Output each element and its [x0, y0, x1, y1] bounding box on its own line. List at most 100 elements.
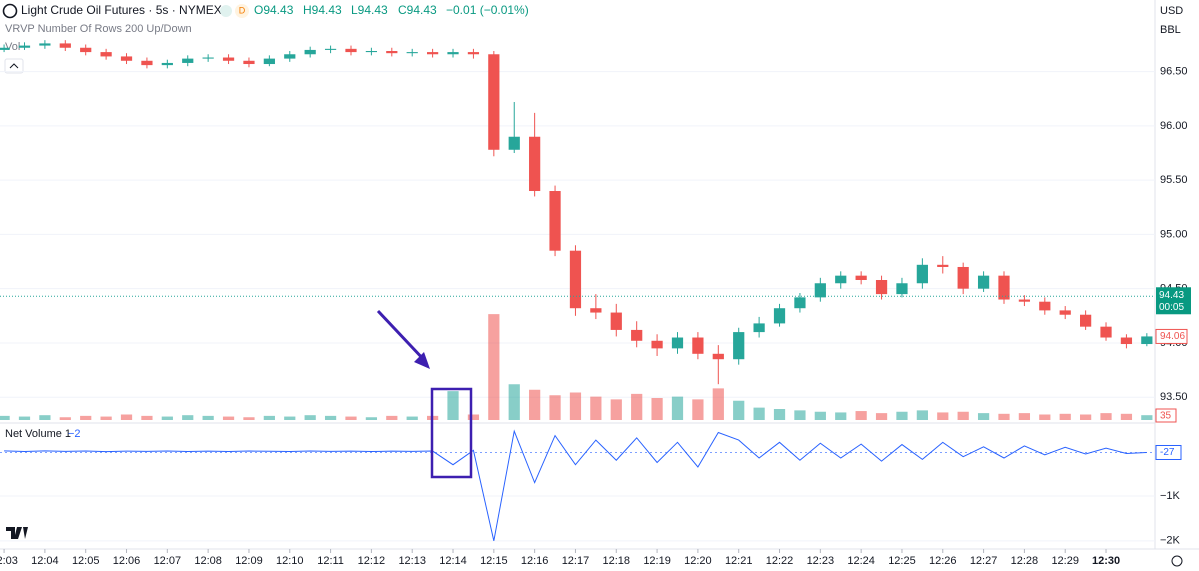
candle-body	[937, 264, 949, 267]
candle-body	[263, 58, 275, 65]
volume-bar	[916, 410, 928, 420]
collapse-button[interactable]	[4, 58, 24, 74]
volume-bar	[1100, 413, 1112, 420]
candle-body	[488, 54, 500, 150]
volume-bar	[631, 393, 643, 420]
currency[interactable]: USD	[1160, 5, 1183, 17]
x-tick-label: 12:30	[1092, 555, 1120, 567]
x-tick-label: 12:29	[1051, 555, 1079, 567]
candle-body	[386, 51, 398, 54]
volume-value-label: 35	[1160, 411, 1172, 422]
volume-bar	[692, 399, 704, 420]
volume-bar	[80, 415, 92, 420]
price-label-box	[1156, 287, 1191, 315]
candle-body	[529, 136, 541, 192]
volume-bar	[222, 416, 235, 420]
volume-bar	[263, 415, 275, 420]
market-status[interactable]	[220, 5, 232, 17]
x-tick-label: 12:26	[929, 555, 957, 567]
x-tick-label: 12:03	[0, 555, 18, 567]
volume-bar	[835, 412, 847, 420]
volume-bar	[549, 395, 561, 420]
x-tick-label: 12:18	[603, 555, 631, 567]
volume-bar	[18, 416, 31, 420]
x-tick-label: 12:27	[970, 555, 998, 567]
candle-body	[222, 57, 235, 61]
net-volume-line	[4, 429, 1147, 541]
volume-bar	[39, 415, 51, 420]
x-tick-label: 12:09	[235, 555, 263, 567]
annotation-box	[430, 387, 473, 479]
x-tick-label: 12:23	[807, 555, 835, 567]
ohlc-open: O94.43	[254, 3, 294, 17]
settings-icon[interactable]	[1171, 555, 1183, 567]
y-tick-label: 95.50	[1160, 174, 1188, 186]
candle-body	[671, 337, 684, 349]
candle-body	[957, 266, 969, 289]
net-volume-title[interactable]: Net Volume 1	[5, 428, 71, 440]
volume-bar	[1018, 413, 1031, 420]
volume-bar	[875, 413, 888, 420]
ohlc-high: H94.43	[303, 3, 342, 17]
indicator-label[interactable]: VRVP Number Of Rows 200 Up/Down	[5, 23, 192, 35]
candle-body	[141, 60, 153, 66]
candle-body	[406, 52, 418, 54]
candle-body	[651, 340, 663, 349]
x-tick-label: 12:28	[1011, 555, 1039, 567]
candle-body	[182, 58, 194, 63]
candle-body	[896, 283, 908, 295]
candle-body	[569, 250, 582, 309]
session-badge[interactable]	[235, 4, 249, 18]
unit[interactable]: BBL	[1160, 24, 1181, 36]
candle-body	[855, 275, 867, 280]
x-tick-label: 12:05	[72, 555, 100, 567]
volume-bar	[161, 416, 173, 420]
candle-body	[447, 52, 459, 55]
volume-bar	[671, 396, 684, 420]
volume-label[interactable]: Vol	[5, 41, 20, 53]
x-tick-label: 12:07	[154, 555, 182, 567]
candle-body	[1059, 310, 1071, 315]
candle-body	[427, 52, 439, 55]
x-tick-label: 12:11	[317, 555, 344, 567]
y-tick-label: 96.00	[1160, 120, 1188, 132]
volume-bar	[529, 389, 541, 420]
volume-bar	[855, 411, 867, 420]
net-value-box	[1155, 444, 1182, 460]
volume-bar	[304, 415, 316, 420]
x-tick-label: 12:19	[643, 555, 671, 567]
candle-body	[814, 283, 826, 298]
y-tick-label: 93.50	[1160, 391, 1188, 403]
symbol-title[interactable]: Light Crude Oil Futures · 5s · NYMEX	[21, 3, 222, 17]
volume-bar	[651, 398, 663, 420]
ohlc-close: C94.43	[398, 3, 437, 17]
candle-body	[773, 308, 786, 324]
plot-area: 93.5094.0094.5095.0095.5096.0096.50−2K−1…	[0, 40, 1191, 567]
ohlc-change: −0.01 (−0.01%)	[446, 3, 529, 17]
volume-bar	[182, 415, 194, 420]
candle-body	[549, 191, 561, 251]
volume-bar	[1141, 415, 1153, 420]
candle-body	[508, 136, 520, 150]
y2-tick-label: −1K	[1160, 490, 1181, 502]
x-tick-label: 12:08	[194, 555, 222, 567]
candle-body	[467, 52, 480, 55]
net-volume-param: −2	[68, 428, 81, 440]
candle-body	[610, 312, 622, 330]
volume-bar	[406, 416, 418, 420]
symbol-logo[interactable]	[2, 3, 18, 19]
volume-bar	[610, 399, 622, 420]
candle-body	[977, 275, 990, 289]
net-value-label: -27	[1160, 447, 1175, 458]
x-tick-label: 12:17	[562, 555, 590, 567]
candle-body	[590, 308, 602, 313]
annotation-arrow	[376, 309, 428, 364]
candle-body	[59, 43, 71, 48]
volume-bar	[365, 417, 378, 420]
ohlc-low: L94.43	[351, 3, 388, 17]
volume-bar	[0, 415, 10, 420]
volume-bar	[324, 415, 337, 420]
volume-bar	[59, 417, 71, 420]
volume-bar	[284, 416, 296, 420]
